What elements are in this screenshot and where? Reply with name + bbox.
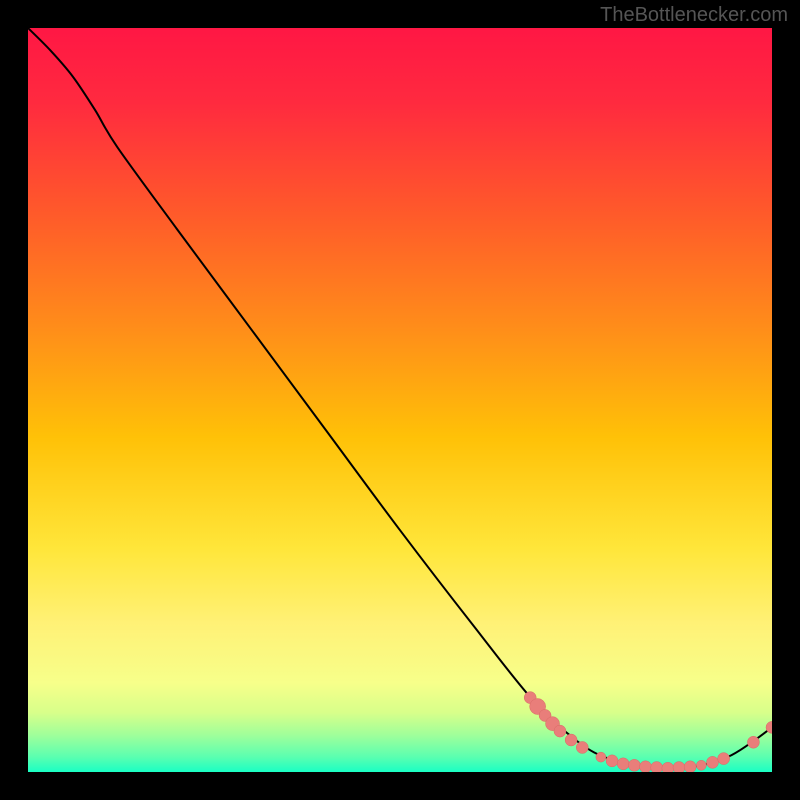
chart-background (28, 28, 772, 772)
data-marker (662, 762, 674, 772)
data-marker (706, 756, 718, 768)
data-marker (684, 761, 696, 772)
data-marker (576, 741, 588, 753)
data-marker (606, 755, 618, 767)
data-marker (554, 725, 566, 737)
data-marker (673, 762, 685, 772)
data-marker (651, 762, 663, 772)
data-marker (718, 753, 730, 765)
data-marker (747, 736, 759, 748)
chart-svg (28, 28, 772, 772)
data-marker (696, 760, 706, 770)
data-marker (640, 761, 652, 772)
data-marker (617, 758, 629, 770)
plot-area (28, 28, 772, 772)
watermark-text: TheBottlenecker.com (600, 4, 788, 27)
data-marker (565, 734, 577, 746)
chart-container: TheBottlenecker.com (0, 0, 800, 800)
data-marker (596, 752, 606, 762)
data-marker (628, 759, 640, 771)
